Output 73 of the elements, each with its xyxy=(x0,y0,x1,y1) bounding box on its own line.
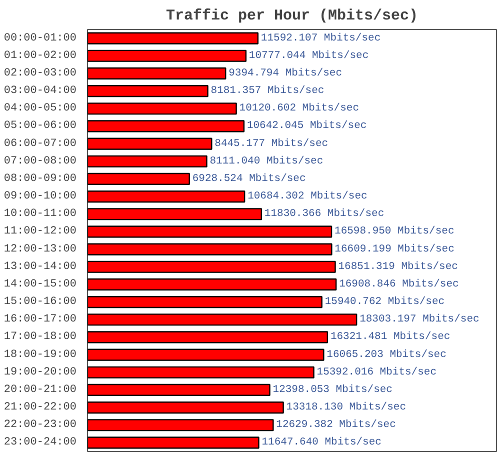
bar xyxy=(88,208,262,220)
y-tick-label: 09:00-10:00 xyxy=(4,190,77,203)
y-tick-label: 00:00-01:00 xyxy=(4,32,77,44)
bar xyxy=(88,102,237,115)
bar xyxy=(88,419,274,432)
y-tick-label: 17:00-18:00 xyxy=(4,331,77,344)
data-label: 10642.045 Mbits/sec xyxy=(246,120,367,132)
data-label: 8445.177 Mbits/sec xyxy=(214,138,328,150)
data-label: 16609.199 Mbits/sec xyxy=(334,243,454,256)
data-label: 16908.846 Mbits/sec xyxy=(339,278,459,290)
y-tick-label: 14:00-15:00 xyxy=(4,278,77,290)
chart-title: Traffic per Hour (Mbits/sec) xyxy=(166,8,418,24)
bar xyxy=(88,243,332,256)
bar xyxy=(88,278,337,291)
bar xyxy=(88,314,358,326)
data-label: 6928.524 Mbits/sec xyxy=(192,172,306,185)
bar xyxy=(88,401,284,414)
data-label: 15940.762 Mbits/sec xyxy=(324,296,445,308)
data-label: 11830.366 Mbits/sec xyxy=(264,208,384,220)
data-label: 9394.794 Mbits/sec xyxy=(228,67,342,80)
bar xyxy=(88,190,246,203)
y-tick-label: 20:00-21:00 xyxy=(4,384,77,396)
bar xyxy=(88,296,322,308)
data-label: 15392.016 Mbits/sec xyxy=(316,366,437,378)
y-tick-label: 02:00-03:00 xyxy=(4,67,77,80)
y-tick-label: 22:00-23:00 xyxy=(4,419,77,432)
y-tick-label: 10:00-11:00 xyxy=(4,208,77,220)
bar xyxy=(88,155,208,168)
y-tick-label: 04:00-05:00 xyxy=(4,102,77,115)
y-tick-label: 11:00-12:00 xyxy=(4,226,77,238)
bar xyxy=(88,50,247,62)
data-label: 16851.319 Mbits/sec xyxy=(338,260,458,273)
bar xyxy=(88,172,190,186)
bar xyxy=(88,331,328,344)
data-label: 16598.950 Mbits/sec xyxy=(334,226,454,238)
data-label: 10777.044 Mbits/sec xyxy=(248,50,369,62)
bar xyxy=(88,120,245,132)
y-tick-label: 03:00-04:00 xyxy=(4,85,77,98)
bar xyxy=(88,67,226,80)
y-tick-label: 06:00-07:00 xyxy=(4,138,77,150)
data-label: 18303.197 Mbits/sec xyxy=(360,314,480,326)
bar xyxy=(88,226,332,238)
y-tick-label: 13:00-14:00 xyxy=(4,260,77,273)
data-label: 12629.382 Mbits/sec xyxy=(276,419,396,432)
y-tick-label: 18:00-19:00 xyxy=(4,348,77,361)
data-label: 11647.640 Mbits/sec xyxy=(262,436,382,449)
bar xyxy=(88,348,324,361)
y-tick-label: 05:00-06:00 xyxy=(4,120,77,132)
y-tick-label: 16:00-17:00 xyxy=(4,314,77,326)
data-label: 10120.602 Mbits/sec xyxy=(239,102,360,115)
data-label: 8181.357 Mbits/sec xyxy=(210,85,324,98)
y-tick-label: 15:00-16:00 xyxy=(4,296,77,308)
data-label: 13318.130 Mbits/sec xyxy=(286,402,406,414)
y-tick-label: 08:00-09:00 xyxy=(4,172,77,185)
data-label: 11592.107 Mbits/sec xyxy=(260,32,381,44)
y-tick-label: 07:00-08:00 xyxy=(4,155,77,168)
bar xyxy=(88,84,208,98)
bar xyxy=(88,384,270,396)
y-tick-label: 23:00-24:00 xyxy=(4,436,77,449)
data-label: 8111.040 Mbits/sec xyxy=(210,155,324,168)
bar xyxy=(88,366,314,378)
data-label: 16065.203 Mbits/sec xyxy=(326,348,446,361)
y-tick-label: 12:00-13:00 xyxy=(4,243,77,256)
data-label: 16321.481 Mbits/sec xyxy=(330,331,450,344)
y-tick-label: 01:00-02:00 xyxy=(4,50,77,62)
data-label: 10684.302 Mbits/sec xyxy=(248,190,368,203)
data-label: 12398.053 Mbits/sec xyxy=(272,384,392,396)
y-tick-label: 19:00-20:00 xyxy=(4,366,77,378)
bar xyxy=(88,260,336,273)
bar xyxy=(88,32,259,44)
bar xyxy=(88,138,212,150)
y-tick-label: 21:00-22:00 xyxy=(4,402,77,414)
bar xyxy=(88,436,260,449)
